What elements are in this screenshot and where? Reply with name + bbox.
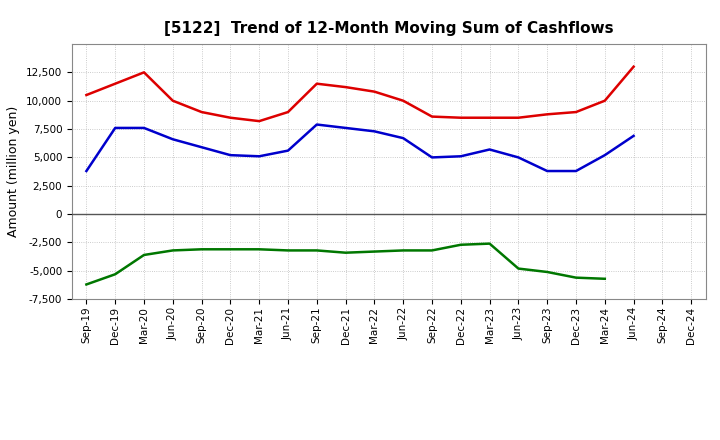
Investing Cashflow [341, 250, 350, 255]
Free Cashflow [168, 137, 177, 142]
Free Cashflow [514, 155, 523, 160]
Line: Free Cashflow: Free Cashflow [86, 125, 634, 171]
Free Cashflow [284, 148, 292, 153]
Investing Cashflow [226, 247, 235, 252]
Investing Cashflow [370, 249, 379, 254]
Operating Cashflow [399, 98, 408, 103]
Free Cashflow [600, 153, 609, 158]
Free Cashflow [428, 155, 436, 160]
Free Cashflow [399, 136, 408, 141]
Investing Cashflow [284, 248, 292, 253]
Free Cashflow [82, 169, 91, 174]
Y-axis label: Amount (million yen): Amount (million yen) [7, 106, 20, 237]
Investing Cashflow [456, 242, 465, 247]
Operating Cashflow [226, 115, 235, 121]
Free Cashflow [197, 145, 206, 150]
Investing Cashflow [82, 282, 91, 287]
Investing Cashflow [312, 248, 321, 253]
Free Cashflow [370, 128, 379, 134]
Free Cashflow [629, 133, 638, 139]
Free Cashflow [485, 147, 494, 152]
Investing Cashflow [140, 252, 148, 257]
Operating Cashflow [600, 98, 609, 103]
Operating Cashflow [543, 112, 552, 117]
Operating Cashflow [140, 70, 148, 75]
Investing Cashflow [428, 248, 436, 253]
Free Cashflow [543, 169, 552, 174]
Investing Cashflow [111, 271, 120, 277]
Title: [5122]  Trend of 12-Month Moving Sum of Cashflows: [5122] Trend of 12-Month Moving Sum of C… [164, 21, 613, 36]
Operating Cashflow [370, 89, 379, 94]
Investing Cashflow [514, 266, 523, 271]
Free Cashflow [572, 169, 580, 174]
Operating Cashflow [572, 110, 580, 115]
Investing Cashflow [572, 275, 580, 280]
Operating Cashflow [197, 110, 206, 115]
Operating Cashflow [255, 118, 264, 124]
Free Cashflow [111, 125, 120, 131]
Operating Cashflow [284, 110, 292, 115]
Operating Cashflow [312, 81, 321, 86]
Investing Cashflow [197, 247, 206, 252]
Line: Investing Cashflow: Investing Cashflow [86, 244, 605, 284]
Line: Operating Cashflow: Operating Cashflow [86, 67, 634, 121]
Operating Cashflow [629, 64, 638, 70]
Operating Cashflow [82, 92, 91, 98]
Operating Cashflow [168, 98, 177, 103]
Operating Cashflow [111, 81, 120, 86]
Free Cashflow [255, 154, 264, 159]
Investing Cashflow [399, 248, 408, 253]
Investing Cashflow [168, 248, 177, 253]
Operating Cashflow [485, 115, 494, 121]
Free Cashflow [341, 125, 350, 131]
Investing Cashflow [485, 241, 494, 246]
Operating Cashflow [456, 115, 465, 121]
Investing Cashflow [255, 247, 264, 252]
Operating Cashflow [341, 84, 350, 90]
Free Cashflow [140, 125, 148, 131]
Free Cashflow [312, 122, 321, 127]
Operating Cashflow [514, 115, 523, 121]
Investing Cashflow [600, 276, 609, 282]
Free Cashflow [226, 153, 235, 158]
Operating Cashflow [428, 114, 436, 119]
Investing Cashflow [543, 269, 552, 275]
Free Cashflow [456, 154, 465, 159]
